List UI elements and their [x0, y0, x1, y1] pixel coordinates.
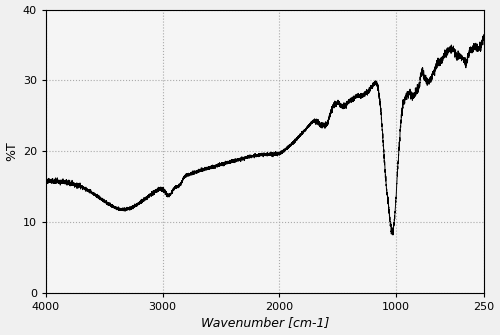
- X-axis label: Wavenumber [cm-1]: Wavenumber [cm-1]: [200, 317, 329, 329]
- Y-axis label: %T: %T: [6, 141, 18, 161]
